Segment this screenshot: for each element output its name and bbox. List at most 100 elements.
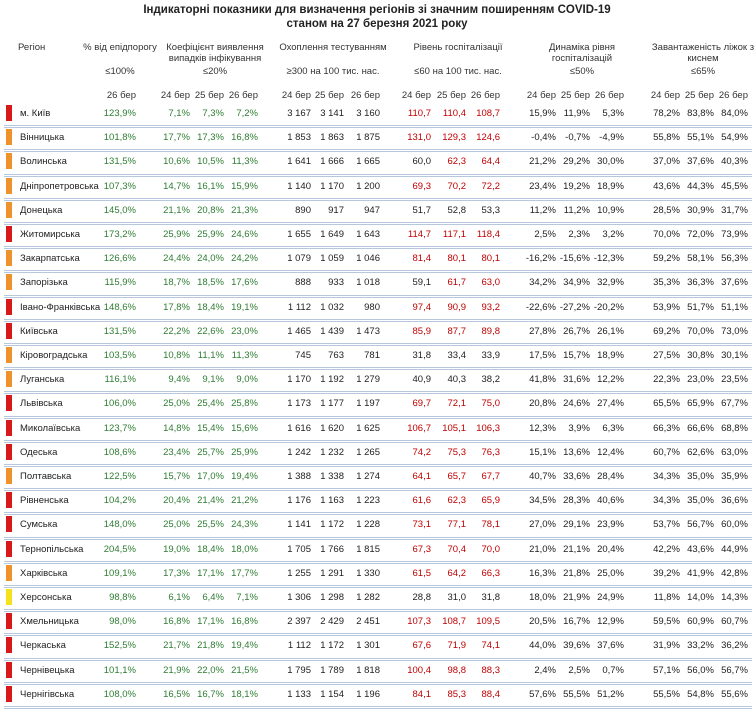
cell: 1 046 bbox=[356, 253, 380, 265]
cell: 116,1% bbox=[104, 374, 136, 386]
cell: 69,7 bbox=[412, 398, 432, 410]
cell: 19,1% bbox=[231, 301, 258, 313]
cell: 15,1% bbox=[529, 446, 556, 458]
cell: 54,9% bbox=[721, 132, 748, 144]
cell: 31,6% bbox=[563, 374, 590, 386]
cell: 118,4 bbox=[476, 229, 500, 240]
cell: 67,3 bbox=[412, 543, 432, 555]
cell: 44,9% bbox=[721, 543, 748, 555]
cell: 32,9% bbox=[597, 277, 624, 289]
cell: 1 172 bbox=[320, 519, 344, 531]
region-name: Івано-Франківська bbox=[20, 301, 101, 313]
cell: 1 465 bbox=[287, 325, 311, 337]
cell: 14,8% bbox=[163, 422, 190, 434]
cell: 1 439 bbox=[320, 325, 344, 337]
cell: 31,8 bbox=[412, 350, 432, 361]
cell: 70,0 bbox=[481, 543, 501, 555]
region-marker bbox=[6, 177, 12, 194]
cell: 3 160 bbox=[356, 108, 380, 119]
cell: 11,3% bbox=[231, 156, 258, 168]
cell: 24,2% bbox=[231, 253, 258, 265]
cell: -0,7% bbox=[565, 132, 590, 144]
cell: 64,4 bbox=[481, 156, 501, 168]
date-header: 24 бер bbox=[650, 90, 680, 101]
region-header: Регіон bbox=[18, 42, 46, 53]
cell: 17,5% bbox=[529, 350, 556, 361]
cell: 78,2% bbox=[653, 108, 680, 119]
cell: 3 167 bbox=[287, 108, 311, 119]
cell: 42,2% bbox=[653, 543, 680, 555]
region-name: Харківська bbox=[20, 567, 68, 579]
cell: 1 298 bbox=[320, 592, 344, 603]
cell: 1 170 bbox=[320, 180, 344, 192]
region-marker bbox=[6, 661, 12, 678]
region-name: Вінницька bbox=[20, 132, 65, 144]
cell: 1 274 bbox=[356, 471, 380, 482]
region-name: Львівська bbox=[20, 398, 63, 410]
cell: 25,0% bbox=[597, 567, 624, 579]
cell: 9,4% bbox=[168, 374, 190, 386]
cell: 75,3 bbox=[447, 446, 467, 458]
region-marker bbox=[6, 589, 12, 605]
region-name: Черкаська bbox=[20, 640, 66, 652]
cell: 1 192 bbox=[320, 374, 344, 386]
cell: 890 bbox=[295, 204, 311, 216]
cell: 60,9% bbox=[687, 616, 714, 628]
cell: 35,0% bbox=[687, 471, 714, 482]
cell: 10,6% bbox=[163, 156, 190, 168]
cell: 1 173 bbox=[287, 398, 311, 410]
cell: 80,1 bbox=[481, 253, 501, 265]
cell: 61,5 bbox=[412, 567, 432, 579]
cell: 27,4% bbox=[597, 398, 624, 410]
cell: 33,2% bbox=[687, 640, 714, 652]
region-marker bbox=[6, 564, 12, 581]
region-name: Житомирська bbox=[20, 229, 81, 240]
cell: 88,3 bbox=[481, 664, 501, 676]
cell: 17,0% bbox=[197, 471, 224, 482]
cell: 2 397 bbox=[287, 616, 311, 628]
cell: 70,4 bbox=[447, 543, 467, 555]
cell: 1 666 bbox=[320, 156, 344, 168]
cell: 1 301 bbox=[356, 640, 380, 652]
cell: 2,4% bbox=[534, 664, 556, 676]
cell: 60,7% bbox=[721, 616, 748, 628]
date-header: 26 бер bbox=[228, 90, 258, 101]
row-separator bbox=[4, 246, 752, 250]
region-name: Дніпропетровська bbox=[20, 180, 99, 192]
cell: 3,2% bbox=[602, 229, 624, 240]
cell: 1 140 bbox=[287, 180, 311, 192]
date-header: 26 бер bbox=[718, 90, 748, 101]
cell: 31,0 bbox=[447, 592, 467, 603]
cell: 6,3% bbox=[602, 422, 624, 434]
cell: 108,0% bbox=[103, 688, 136, 700]
cell: 10,8% bbox=[163, 350, 190, 361]
cell: 89,8 bbox=[481, 325, 501, 337]
cell: 173,2% bbox=[103, 229, 136, 240]
date-header: 26 бер bbox=[594, 90, 624, 101]
cell: 98,8% bbox=[109, 592, 136, 603]
threshold: ≤60 на 100 тис. нас. bbox=[414, 66, 502, 77]
cell: 15,6% bbox=[231, 422, 258, 434]
cell: 1 265 bbox=[356, 446, 380, 458]
region-name: Київська bbox=[20, 325, 58, 337]
cell: 63,0 bbox=[481, 277, 501, 289]
cell: 106,7 bbox=[407, 422, 431, 434]
cell: 21,8% bbox=[563, 567, 590, 579]
cell: 73,1 bbox=[412, 519, 432, 531]
cell: 2,3% bbox=[568, 229, 590, 240]
cell: 18,4% bbox=[197, 543, 224, 555]
region-name: Рівненська bbox=[20, 495, 69, 507]
cell: 25,9% bbox=[197, 229, 224, 240]
cell: 1 875 bbox=[356, 132, 380, 144]
cell: 17,3% bbox=[197, 132, 224, 144]
cell: 28,3% bbox=[563, 495, 590, 507]
cell: 72,1 bbox=[447, 398, 467, 410]
row-separator bbox=[4, 512, 752, 516]
cell: 28,8 bbox=[412, 592, 432, 603]
cell: 1 018 bbox=[356, 277, 380, 289]
row-separator bbox=[4, 439, 752, 443]
cell: 1 306 bbox=[287, 592, 311, 603]
cell: -27,2% bbox=[559, 301, 590, 313]
cell: 9,0% bbox=[236, 374, 258, 386]
cell: 108,7 bbox=[476, 108, 500, 119]
